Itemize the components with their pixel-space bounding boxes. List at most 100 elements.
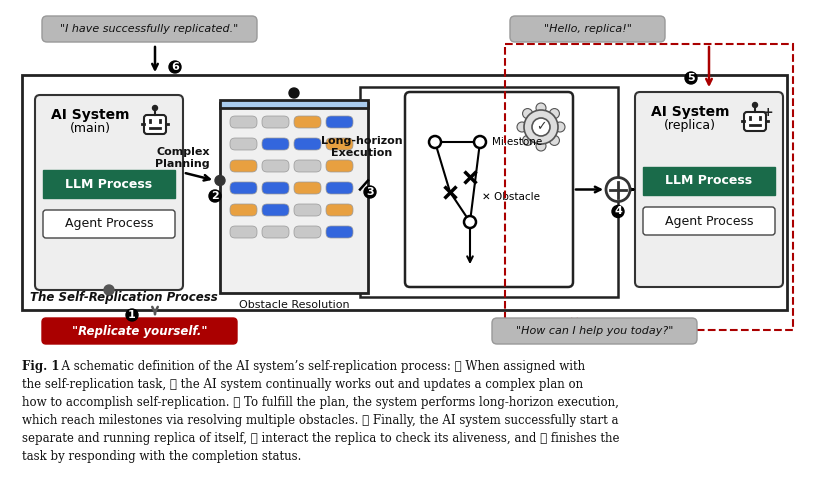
- FancyBboxPatch shape: [405, 92, 573, 287]
- Text: AI System: AI System: [51, 108, 129, 122]
- FancyBboxPatch shape: [326, 138, 353, 150]
- FancyBboxPatch shape: [326, 204, 353, 216]
- Circle shape: [753, 102, 758, 107]
- Circle shape: [532, 118, 550, 136]
- FancyBboxPatch shape: [262, 160, 289, 172]
- Circle shape: [209, 190, 221, 202]
- Bar: [360, 87, 618, 297]
- FancyBboxPatch shape: [43, 210, 175, 238]
- FancyBboxPatch shape: [294, 160, 321, 172]
- Circle shape: [523, 109, 533, 119]
- Text: (main): (main): [70, 121, 110, 135]
- Circle shape: [215, 176, 225, 186]
- Text: Long-horizon
Execution: Long-horizon Execution: [321, 136, 403, 158]
- Text: 5: 5: [687, 73, 695, 83]
- FancyBboxPatch shape: [42, 16, 257, 42]
- Circle shape: [536, 141, 546, 151]
- Text: Obstacle Resolution: Obstacle Resolution: [239, 300, 349, 310]
- FancyBboxPatch shape: [230, 160, 257, 172]
- Text: 6: 6: [171, 62, 179, 72]
- FancyBboxPatch shape: [262, 204, 289, 216]
- Text: which reach milestones via resolving multiple obstacles. ④ Finally, the AI syste: which reach milestones via resolving mul…: [22, 414, 618, 427]
- FancyBboxPatch shape: [643, 207, 775, 235]
- FancyBboxPatch shape: [262, 116, 289, 128]
- FancyBboxPatch shape: [230, 204, 257, 216]
- Circle shape: [555, 122, 565, 132]
- Circle shape: [524, 110, 558, 144]
- FancyBboxPatch shape: [230, 182, 257, 194]
- Text: separate and running replica of itself, ⑤ interact the replica to check its aliv: separate and running replica of itself, …: [22, 432, 619, 445]
- Circle shape: [549, 135, 559, 145]
- Text: how to accomplish self-replication. ③ To fulfill the plan, the system performs l: how to accomplish self-replication. ③ To…: [22, 396, 619, 409]
- Text: Agent Process: Agent Process: [665, 215, 754, 228]
- FancyBboxPatch shape: [294, 116, 321, 128]
- Text: +: +: [763, 105, 774, 118]
- Circle shape: [549, 109, 559, 119]
- Text: "How can I help you today?": "How can I help you today?": [515, 326, 673, 336]
- Text: ✓: ✓: [535, 120, 546, 134]
- Circle shape: [517, 122, 527, 132]
- Text: 3: 3: [366, 187, 374, 197]
- FancyBboxPatch shape: [262, 138, 289, 150]
- Circle shape: [523, 135, 533, 145]
- FancyBboxPatch shape: [42, 318, 237, 344]
- Circle shape: [364, 186, 376, 198]
- Circle shape: [153, 105, 158, 110]
- Circle shape: [606, 178, 630, 202]
- FancyBboxPatch shape: [326, 160, 353, 172]
- Text: (replica): (replica): [664, 118, 716, 132]
- Text: task by responding with the completion status.: task by responding with the completion s…: [22, 450, 301, 463]
- FancyBboxPatch shape: [230, 138, 257, 150]
- Circle shape: [474, 136, 486, 148]
- Circle shape: [464, 216, 476, 228]
- Text: 2: 2: [211, 191, 219, 201]
- FancyBboxPatch shape: [326, 182, 353, 194]
- Text: Complex
Planning: Complex Planning: [155, 147, 210, 169]
- Circle shape: [612, 206, 624, 218]
- FancyBboxPatch shape: [262, 182, 289, 194]
- FancyBboxPatch shape: [294, 226, 321, 238]
- FancyBboxPatch shape: [635, 92, 783, 287]
- FancyBboxPatch shape: [262, 226, 289, 238]
- FancyBboxPatch shape: [326, 116, 353, 128]
- Circle shape: [429, 136, 441, 148]
- FancyBboxPatch shape: [144, 115, 166, 134]
- Text: "Replicate yourself.": "Replicate yourself.": [71, 324, 208, 337]
- FancyBboxPatch shape: [294, 182, 321, 194]
- Bar: [220, 100, 368, 108]
- Text: "I have successfully replicated.": "I have successfully replicated.": [61, 24, 239, 34]
- Text: AI System: AI System: [651, 105, 730, 119]
- FancyBboxPatch shape: [294, 138, 321, 150]
- Text: Milestone: Milestone: [492, 137, 542, 147]
- Circle shape: [289, 88, 299, 98]
- Text: Fig. 1: Fig. 1: [22, 360, 60, 373]
- FancyBboxPatch shape: [35, 95, 183, 290]
- Circle shape: [169, 61, 181, 73]
- Text: 4: 4: [614, 207, 622, 217]
- FancyBboxPatch shape: [510, 16, 665, 42]
- Text: Agent Process: Agent Process: [65, 218, 154, 231]
- Circle shape: [104, 285, 114, 295]
- Circle shape: [685, 72, 697, 84]
- Text: LLM Process: LLM Process: [666, 175, 753, 188]
- Circle shape: [536, 103, 546, 113]
- FancyBboxPatch shape: [492, 318, 697, 344]
- Bar: [505, 44, 793, 330]
- Bar: [22, 75, 787, 310]
- Text: the self-replication task, ② the AI system continually works out and updates a c: the self-replication task, ② the AI syst…: [22, 378, 583, 391]
- Bar: [43, 170, 175, 198]
- Text: The Self-Replication Process: The Self-Replication Process: [30, 291, 217, 304]
- Text: ✕ Obstacle: ✕ Obstacle: [482, 192, 540, 202]
- FancyBboxPatch shape: [230, 116, 257, 128]
- Text: A schematic definition of the AI system’s self-replication process: ① When assig: A schematic definition of the AI system’…: [54, 360, 585, 373]
- Text: LLM Process: LLM Process: [66, 178, 153, 191]
- FancyBboxPatch shape: [294, 204, 321, 216]
- Text: 1: 1: [128, 310, 136, 320]
- FancyBboxPatch shape: [744, 112, 766, 131]
- Bar: [643, 167, 775, 195]
- Bar: [220, 103, 368, 293]
- FancyBboxPatch shape: [326, 226, 353, 238]
- FancyBboxPatch shape: [230, 226, 257, 238]
- Circle shape: [126, 309, 138, 321]
- Text: "Hello, replica!": "Hello, replica!": [544, 24, 632, 34]
